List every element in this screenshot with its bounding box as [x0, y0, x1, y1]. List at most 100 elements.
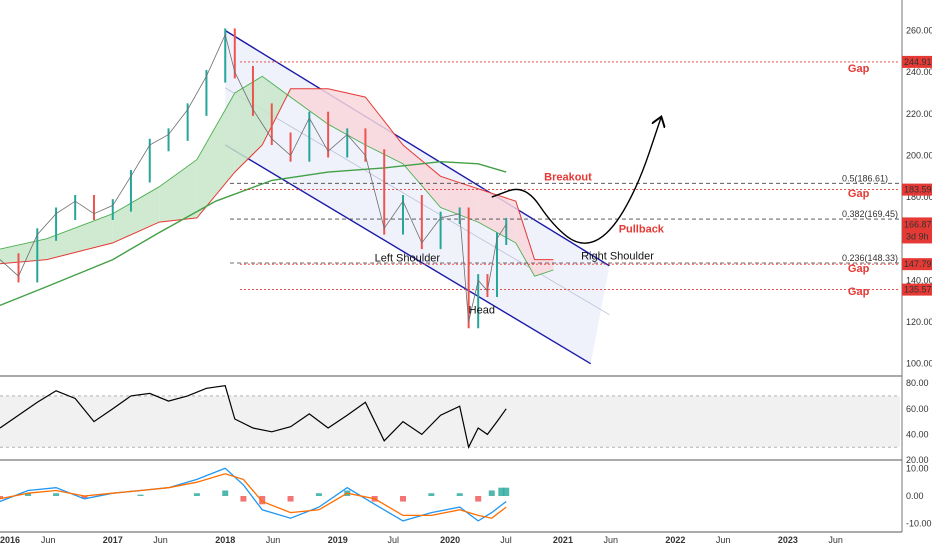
cloud-segment	[112, 186, 160, 243]
gap-price-label: 183.59	[904, 185, 932, 195]
macd-histogram-bar	[25, 493, 32, 496]
annotation-label: Right Shoulder	[581, 251, 654, 263]
cloud-segment	[159, 159, 197, 223]
time-tick-label: 2020	[440, 535, 460, 545]
time-tick-label: Jun	[41, 535, 56, 545]
price-line	[0, 33, 507, 323]
cloud-segment	[328, 88, 366, 145]
macd-histogram-bar	[193, 493, 200, 496]
time-tick-label: 2017	[103, 535, 123, 545]
projection-arrow-path	[491, 118, 661, 244]
time-tick-label: Jun	[828, 535, 843, 545]
price-tick-label: 180.00	[906, 192, 932, 202]
time-tick-label: Jun	[716, 535, 731, 545]
price-layer	[0, 28, 508, 329]
gap-price-badge	[902, 55, 932, 68]
macd-tick-label: -10.00	[906, 519, 932, 529]
channel-midline	[224, 87, 610, 316]
time-tick-label: 2019	[328, 535, 348, 545]
macd-histogram-bar	[400, 496, 407, 502]
time-tick-label: 2016	[0, 535, 20, 545]
time-tick-label: 2021	[553, 535, 573, 545]
cloud-segment	[403, 145, 441, 208]
price-tick-label: 100.00	[906, 359, 932, 369]
grid-layer	[0, 375, 902, 533]
macd-signal-line	[0, 473, 507, 519]
macd-histogram-bar	[287, 496, 294, 502]
rsi-line	[0, 385, 507, 449]
macd-histogram-bar	[503, 487, 510, 496]
cloud-segment	[262, 76, 291, 145]
annotation-label: Left Shoulder	[375, 253, 441, 265]
gap-price-badge	[902, 183, 932, 196]
moving-average-layer	[0, 160, 507, 307]
rsi-tick-label: 60.00	[906, 404, 929, 414]
time-tick-label: Jul	[500, 535, 512, 545]
rsi-pane	[0, 385, 900, 449]
gap-price-label: 147.79	[904, 259, 932, 269]
rsi-band	[0, 395, 900, 448]
gap-price-badge	[902, 283, 932, 296]
time-tick-label: 2022	[665, 535, 685, 545]
gap-price-label: 244.91	[904, 57, 932, 67]
macd-line	[0, 467, 507, 522]
cloud-segment	[515, 201, 535, 277]
cloud-segment	[46, 213, 113, 260]
macd-histogram-bar	[456, 493, 463, 496]
macd-pane	[0, 467, 510, 522]
annotation-label: Gap	[848, 63, 870, 75]
macd-histogram-bar	[222, 490, 229, 496]
macd-histogram-bar	[498, 487, 505, 496]
macd-histogram-bar	[428, 493, 435, 496]
rsi-tick-label: 20.00	[906, 455, 929, 465]
macd-histogram-bar	[259, 496, 266, 505]
time-tick-label: Jun	[153, 535, 168, 545]
rsi-tick-label: 40.00	[906, 429, 929, 439]
annotation-label: Head	[469, 305, 495, 317]
time-tick-label: Jun	[603, 535, 618, 545]
time-tick-label: Jul	[387, 535, 399, 545]
annotation-label: Gap	[848, 263, 870, 275]
annotation-label: Breakout	[544, 171, 592, 183]
annotation-label: Gap	[848, 188, 870, 200]
time-tick-label: 2018	[215, 535, 235, 545]
gap-price-badge	[902, 258, 932, 271]
cloud-segment	[234, 76, 263, 173]
price-tick-label: 240.00	[906, 67, 932, 77]
rsi-tick-label: 80.00	[906, 378, 929, 388]
fib-level-label: 0.236(148.33)	[842, 253, 898, 263]
current-price-label: 166.87	[904, 219, 932, 229]
macd-histogram-bar	[315, 493, 322, 496]
macd-tick-label: 10.00	[906, 463, 929, 473]
cloud-layer	[0, 75, 554, 277]
annotation-label: Gap	[848, 286, 870, 298]
cloud-segment	[365, 97, 403, 164]
macd-tick-label: 0.00	[906, 491, 924, 501]
time-tick-label: Jun	[266, 535, 281, 545]
projection-layer	[491, 118, 661, 244]
macd-histogram-bar	[0, 496, 3, 499]
macd-histogram-bar	[475, 496, 482, 502]
macd-histogram-bar	[488, 490, 495, 496]
cloud-segment	[290, 88, 329, 125]
current-price-badge	[902, 217, 932, 244]
gap-price-label: 135.57	[904, 285, 932, 295]
macd-histogram-bar	[240, 496, 247, 502]
price-tick-label: 260.00	[906, 25, 932, 35]
moving-average-line	[0, 160, 507, 307]
annotation-label: Pullback	[619, 223, 665, 235]
channel-lower-line	[224, 144, 592, 365]
price-tick-label: 120.00	[906, 317, 932, 327]
price-tick-label: 220.00	[906, 109, 932, 119]
price-tick-label: 140.00	[906, 275, 932, 285]
macd-histogram-bar	[137, 494, 144, 496]
fib-level-label: 0.5(186.61)	[842, 173, 888, 183]
level-lines-layer: 0.5(186.61) 0.382(169.45) 0.236(148.33)	[230, 61, 900, 291]
channel-upper-line	[224, 29, 610, 267]
cloud-segment	[196, 93, 235, 218]
time-tick-label: 2023	[778, 535, 798, 545]
macd-histogram-bar	[53, 493, 60, 496]
fib-level-label: 0.382(169.45)	[842, 209, 898, 219]
